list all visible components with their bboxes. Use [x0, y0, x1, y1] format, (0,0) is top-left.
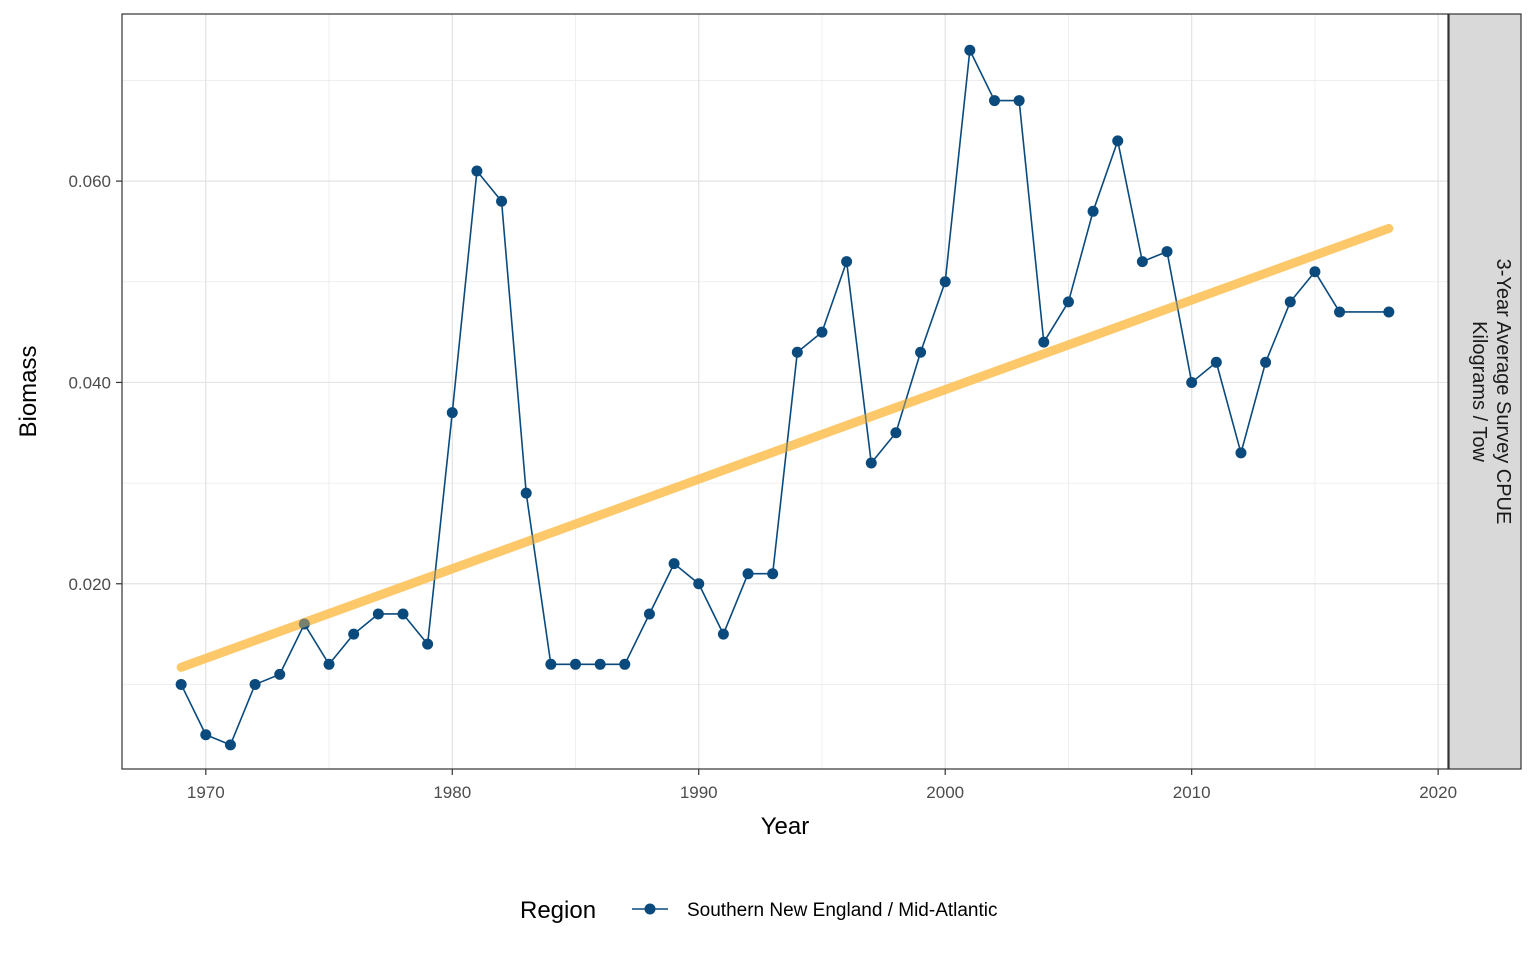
data-point [323, 658, 335, 670]
data-point [545, 658, 557, 670]
data-point [1260, 356, 1272, 368]
trend-layer [176, 223, 1394, 672]
data-point [890, 427, 902, 439]
data-point [1309, 266, 1321, 278]
facet-strip-label-line-1: 3-Year Average Survey CPUE [1492, 259, 1514, 525]
data-point [249, 678, 261, 690]
data-point [348, 628, 360, 640]
data-point [865, 457, 877, 469]
data-point [570, 658, 582, 670]
data-point [224, 739, 236, 751]
data-point [717, 628, 729, 640]
data-point [446, 407, 458, 419]
data-point [1112, 135, 1124, 147]
data-point [767, 568, 779, 580]
trend-line [176, 223, 1394, 672]
data-point [1186, 376, 1198, 388]
panel-border [121, 13, 1449, 770]
facet-strip-label-line-2: Kilograms / Tow [1468, 321, 1490, 462]
data-point [1087, 205, 1099, 217]
x-axis-title: Year [761, 813, 810, 840]
data-point [964, 44, 976, 56]
data-point [594, 658, 606, 670]
data-point [1383, 306, 1395, 318]
x-tick-label: 1990 [680, 783, 718, 802]
data-point [742, 568, 754, 580]
data-point [496, 195, 508, 207]
data-point [1038, 336, 1050, 348]
data-point [643, 608, 655, 620]
data-point [841, 256, 853, 268]
data-point [1062, 296, 1074, 308]
data-point [619, 658, 631, 670]
data-point [939, 276, 951, 288]
grid-lines [122, 14, 1448, 769]
data-point [1136, 256, 1148, 268]
x-tick-label: 1970 [187, 783, 225, 802]
data-point [1013, 95, 1025, 107]
legend-title: Region [520, 897, 596, 924]
axis-ticks: 1970 1980 1990 2000 2010 2020 0.020 0.040 0.060 [68, 172, 1457, 802]
data-point [668, 558, 680, 570]
data-point [422, 638, 434, 650]
data-point [372, 608, 384, 620]
data-point [1334, 306, 1346, 318]
data-point [988, 95, 1000, 107]
legend-series-label: Southern New England / Mid-Atlantic [687, 900, 998, 921]
data-point [1284, 296, 1296, 308]
data-point [200, 729, 212, 741]
x-tick-label: 1980 [433, 783, 471, 802]
x-tick-label: 2020 [1419, 783, 1457, 802]
y-axis-title: Biomass [15, 345, 42, 437]
data-point [693, 578, 705, 590]
data-point [1161, 246, 1173, 258]
y-tick-label: 0.040 [68, 373, 111, 392]
data-point [791, 346, 803, 358]
trend-line-overlay [176, 223, 1394, 672]
legend-key-point [644, 903, 656, 915]
data-point [816, 326, 828, 338]
data-point [397, 608, 409, 620]
series-layer [175, 44, 1395, 751]
legend: Region Southern New England / Mid-Atlant… [520, 897, 998, 924]
facet-strip [1448, 13, 1522, 770]
data-point [471, 165, 483, 177]
data-point [915, 346, 927, 358]
y-tick-label: 0.060 [68, 172, 111, 191]
data-point [274, 668, 286, 680]
data-point [175, 678, 187, 690]
x-tick-label: 2000 [926, 783, 964, 802]
data-point [298, 618, 310, 630]
x-tick-label: 2010 [1173, 783, 1211, 802]
data-point [1210, 356, 1222, 368]
data-point [1235, 447, 1247, 459]
y-tick-label: 0.020 [68, 575, 111, 594]
data-point [520, 487, 532, 499]
